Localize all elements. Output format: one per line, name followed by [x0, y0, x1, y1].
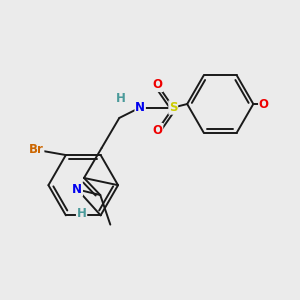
Text: Br: Br — [29, 143, 44, 156]
Text: N: N — [72, 183, 82, 196]
Text: O: O — [153, 78, 163, 92]
Text: O: O — [153, 124, 163, 136]
Text: O: O — [259, 98, 269, 110]
Text: H: H — [116, 92, 126, 105]
Text: H: H — [76, 207, 86, 220]
Text: S: S — [169, 101, 178, 114]
Text: N: N — [135, 101, 145, 114]
